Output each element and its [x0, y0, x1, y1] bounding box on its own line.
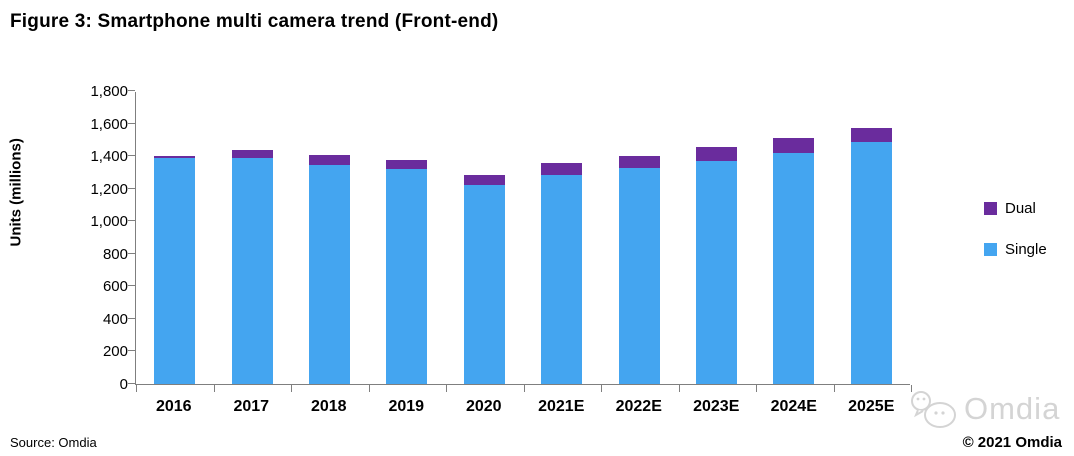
bar-segment-single [309, 165, 351, 384]
y-tick-label: 1,600 [90, 115, 128, 133]
bar-2024E [755, 92, 832, 384]
omdia-watermark: Omdia [908, 388, 1060, 430]
x-axis-tick [291, 385, 292, 392]
bar-segment-dual [154, 156, 196, 158]
y-axis-tick [128, 122, 135, 124]
bar-segment-dual [696, 147, 738, 161]
bar-segment-dual [386, 160, 428, 170]
legend-swatch-dual [984, 202, 997, 215]
bar-segment-single [463, 184, 505, 384]
y-axis-tick [128, 155, 135, 157]
x-tick-label-2024E: 2024E [770, 398, 817, 415]
y-tick-label: 1,000 [90, 213, 128, 231]
legend-label: Dual [1005, 200, 1036, 217]
y-axis-tick [128, 90, 135, 91]
x-tick-label-2017: 2017 [233, 398, 270, 415]
x-axis-tick [678, 385, 680, 392]
y-axis-title: Units (millions) [7, 138, 25, 247]
x-tick-label-2019: 2019 [388, 398, 425, 415]
y-tick-label: 600 [102, 278, 128, 296]
y-axis-tick-labels: 0 200 400 600 800 1,000 1,200 1,400 1,600 1,800 [58, 84, 128, 393]
y-tick-label: 1,200 [90, 180, 128, 198]
legend-item-single: Single [984, 241, 1047, 258]
y-axis-tick [128, 252, 135, 254]
bar-segment-single [154, 157, 196, 384]
bar-2023E [678, 92, 755, 384]
bar-segment-dual [618, 156, 660, 169]
x-axis-tick [368, 385, 370, 392]
x-tick-label-2022E: 2022E [615, 398, 662, 415]
omdia-mascot-icon [911, 391, 956, 428]
x-axis-tick [601, 385, 602, 392]
bar-2025E [833, 92, 910, 384]
y-axis-tick [128, 187, 135, 189]
x-tick-label-2016: 2016 [155, 398, 192, 415]
bar-2021E [523, 92, 600, 384]
x-tick-label-2018: 2018 [310, 398, 347, 415]
chart-title: Figure 3: Smartphone multi camera trend … [10, 11, 499, 32]
y-axis-tick [128, 220, 135, 222]
bar-2018 [291, 92, 368, 384]
x-axis-tick [911, 385, 912, 392]
legend-swatch-single [984, 243, 997, 256]
x-axis-tick [523, 385, 525, 392]
x-axis-tick [446, 385, 447, 392]
x-tick-label-2021E: 2021E [538, 398, 585, 415]
x-axis-tick [136, 385, 137, 392]
source-note: Source: Omdia [10, 435, 97, 450]
y-axis-tick [128, 285, 135, 287]
bar-segment-single [696, 161, 738, 384]
legend-label: Single [1005, 241, 1047, 258]
copyright-note: © 2021 Omdia [962, 434, 1062, 451]
x-tick-label-2023E: 2023E [693, 398, 740, 415]
bar-series-container [136, 92, 910, 384]
y-tick-label: 0 [119, 376, 128, 393]
bar-segment-dual [773, 138, 815, 153]
y-tick-label: 200 [102, 343, 128, 361]
bar-segment-single [850, 142, 892, 384]
y-tick-label: 1,800 [90, 83, 128, 100]
bar-segment-dual [541, 163, 583, 175]
x-axis-tick [756, 385, 757, 392]
watermark-wordmark: Omdia [964, 391, 1061, 426]
chart-legend: Dual Single [984, 200, 1047, 282]
bar-2016 [136, 92, 213, 384]
y-axis-tick [128, 383, 135, 384]
bar-segment-single [618, 168, 660, 384]
y-tick-label: 1,400 [90, 148, 128, 166]
bar-segment-dual [231, 149, 273, 158]
legend-item-dual: Dual [984, 200, 1047, 217]
y-axis-tick [128, 317, 135, 319]
bar-2022E [600, 92, 677, 384]
x-axis-tick-labels: 2016 2017 2018 2019 2020 2021E 2022E 2023E 2024E… [135, 398, 910, 416]
bar-segment-single [231, 157, 273, 384]
bar-segment-single [541, 174, 583, 384]
bar-segment-dual [309, 154, 351, 166]
bar-2019 [368, 92, 445, 384]
bar-segment-dual [463, 174, 505, 185]
x-tick-label-2020: 2020 [465, 398, 502, 415]
y-tick-label: 400 [102, 310, 128, 328]
x-axis-tick [213, 385, 215, 392]
x-tick-label-2025E: 2025E [848, 398, 895, 415]
y-axis-tick [128, 350, 135, 352]
bar-segment-dual [850, 127, 892, 143]
x-axis-tick [833, 385, 835, 392]
bar-segment-single [773, 152, 815, 384]
y-tick-label: 800 [102, 245, 128, 263]
plot-area [128, 90, 912, 392]
bar-segment-single [386, 169, 428, 384]
bar-2020 [446, 92, 523, 384]
bar-2017 [213, 92, 290, 384]
